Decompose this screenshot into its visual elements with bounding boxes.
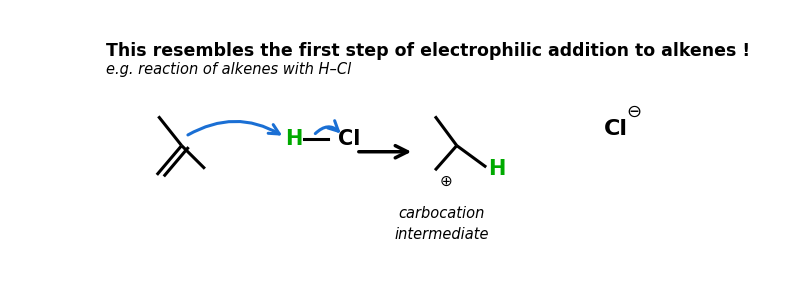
Text: Cl: Cl — [604, 119, 628, 139]
Text: H: H — [286, 130, 302, 149]
Text: H: H — [488, 159, 506, 179]
Text: ⊕: ⊕ — [439, 174, 452, 188]
Text: Cl: Cl — [338, 130, 361, 149]
Text: carbocation
intermediate: carbocation intermediate — [394, 206, 488, 242]
Text: This resembles the first step of electrophilic addition to alkenes !: This resembles the first step of electro… — [107, 42, 751, 59]
Text: ⊖: ⊖ — [626, 103, 641, 121]
Text: e.g. reaction of alkenes with H–Cl: e.g. reaction of alkenes with H–Cl — [107, 63, 352, 77]
